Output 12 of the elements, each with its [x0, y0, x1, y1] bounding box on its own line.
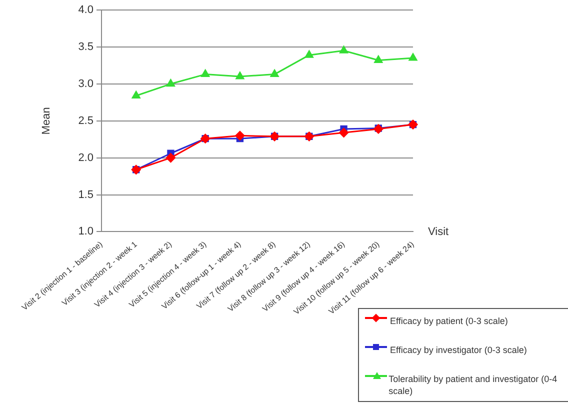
y-tick-label: 3.0 — [78, 78, 94, 90]
y-tick-label: 1.5 — [78, 188, 94, 201]
legend-label: Tolerability by patient and investigator (0-4 scale) — [388, 373, 558, 397]
legend-label: Efficacy by investigator (0-3 scale) — [390, 344, 527, 356]
legend-label: Efficacy by patient (0-3 scale) — [390, 315, 508, 327]
y-tick-label: 4.0 — [78, 4, 94, 16]
y-tick-label: 2.5 — [78, 114, 94, 127]
y-tick-label: 2.0 — [78, 152, 94, 164]
x-axis-title: Visit — [428, 226, 449, 238]
y-tick-label: 3.5 — [78, 40, 94, 53]
y-tick-label: 1.0 — [78, 226, 94, 238]
y-axis-title: Mean — [40, 107, 53, 135]
